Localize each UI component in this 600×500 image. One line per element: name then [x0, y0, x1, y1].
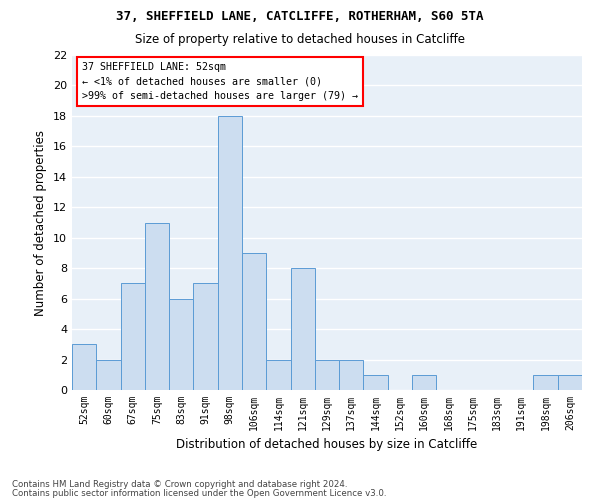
Bar [266, 360, 290, 390]
Text: Contains public sector information licensed under the Open Government Licence v3: Contains public sector information licen… [12, 488, 386, 498]
Bar [412, 375, 436, 390]
Bar [121, 284, 145, 390]
Bar [558, 375, 582, 390]
Bar [96, 360, 121, 390]
Bar [364, 375, 388, 390]
Text: Size of property relative to detached houses in Catcliffe: Size of property relative to detached ho… [135, 32, 465, 46]
Bar [315, 360, 339, 390]
X-axis label: Distribution of detached houses by size in Catcliffe: Distribution of detached houses by size … [176, 438, 478, 452]
Text: Contains HM Land Registry data © Crown copyright and database right 2024.: Contains HM Land Registry data © Crown c… [12, 480, 347, 489]
Bar [145, 222, 169, 390]
Text: 37 SHEFFIELD LANE: 52sqm
← <1% of detached houses are smaller (0)
>99% of semi-d: 37 SHEFFIELD LANE: 52sqm ← <1% of detach… [82, 62, 358, 102]
Text: 37, SHEFFIELD LANE, CATCLIFFE, ROTHERHAM, S60 5TA: 37, SHEFFIELD LANE, CATCLIFFE, ROTHERHAM… [116, 10, 484, 23]
Bar [533, 375, 558, 390]
Bar [339, 360, 364, 390]
Bar [193, 284, 218, 390]
Bar [72, 344, 96, 390]
Bar [242, 253, 266, 390]
Bar [290, 268, 315, 390]
Y-axis label: Number of detached properties: Number of detached properties [34, 130, 47, 316]
Bar [169, 298, 193, 390]
Bar [218, 116, 242, 390]
